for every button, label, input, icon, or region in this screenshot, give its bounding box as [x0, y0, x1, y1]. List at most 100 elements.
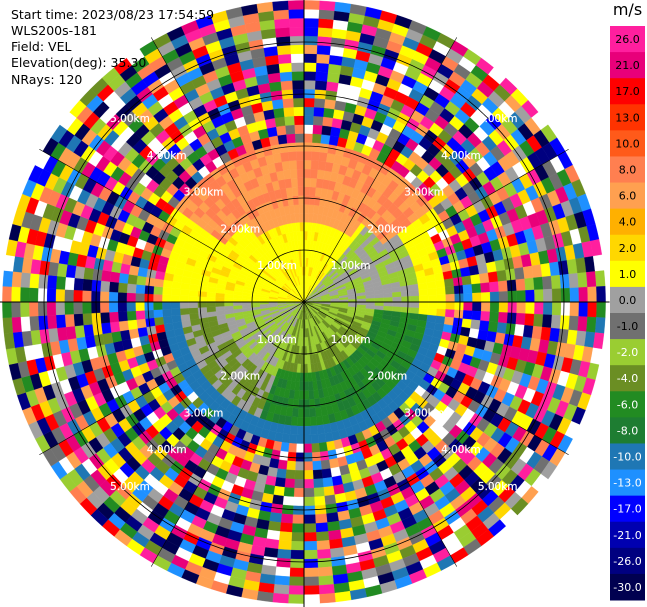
range-gate	[462, 310, 473, 320]
range-gate	[327, 529, 342, 541]
range-gate	[288, 585, 305, 595]
range-gate	[144, 301, 154, 311]
range-gate	[436, 286, 446, 296]
range-gate	[480, 311, 491, 322]
range-gate	[74, 325, 86, 339]
range-gate	[323, 485, 335, 497]
range-gate	[215, 297, 225, 303]
range-gate	[419, 295, 429, 303]
range-gate	[594, 270, 606, 287]
range-gate	[461, 275, 472, 286]
range-gate	[303, 177, 311, 187]
range-gate	[578, 301, 589, 318]
range-gate	[153, 316, 164, 326]
range-gate	[282, 495, 294, 506]
range-gate	[278, 62, 293, 73]
range-gate	[303, 585, 320, 595]
range-ring-label: 3.00km	[404, 187, 444, 199]
range-gate	[303, 567, 319, 578]
range-gate	[392, 301, 402, 308]
colorbar-tick-label: 2.0	[619, 242, 637, 255]
range-gate	[277, 540, 292, 551]
range-gate	[317, 433, 327, 444]
colorbar-tick-label: 1.0	[619, 268, 637, 281]
range-gate	[289, 567, 305, 578]
range-gate	[285, 124, 296, 135]
range-gate	[65, 264, 77, 279]
range-gate	[135, 310, 146, 320]
range-gate	[479, 320, 490, 332]
range-gate	[299, 213, 305, 223]
range-gate	[426, 281, 437, 290]
colorbar-tick-label: 21.0	[615, 59, 640, 72]
range-gate	[280, 513, 294, 524]
colorbar-tick-label: 13.0	[615, 111, 640, 124]
range-ring-label: 3.00km	[404, 407, 444, 419]
range-gate	[83, 267, 94, 280]
range-gate	[285, 187, 294, 198]
range-gate	[586, 271, 597, 288]
range-gate	[282, 98, 294, 109]
range-gate	[318, 584, 335, 595]
range-gate	[410, 301, 420, 309]
range-gate	[496, 269, 508, 282]
range-gate	[100, 269, 112, 282]
range-gate	[188, 301, 198, 309]
range-ring-label: 2.00km	[368, 223, 408, 235]
range-gate	[315, 531, 330, 542]
range-gate	[82, 301, 92, 314]
range-gate	[20, 272, 31, 288]
range-gate	[444, 309, 455, 318]
range-gate	[273, 485, 285, 497]
range-gate	[568, 273, 579, 289]
range-gate	[290, 177, 299, 188]
range-gate	[445, 293, 455, 303]
range-ring-label: 5.00km	[478, 481, 518, 493]
range-gate	[283, 169, 292, 180]
range-gate	[11, 286, 21, 303]
range-gate	[288, 594, 305, 604]
range-gate	[559, 274, 570, 289]
range-gate	[279, 522, 293, 533]
range-gate	[280, 151, 290, 162]
range-gate	[303, 363, 308, 374]
range-gate	[453, 309, 464, 319]
range-gate	[592, 254, 605, 272]
range-gate	[299, 222, 305, 232]
range-gate	[436, 301, 447, 310]
range-gate	[135, 284, 146, 294]
range-gate	[264, 538, 280, 550]
range-gate	[288, 442, 297, 453]
range-gate	[293, 487, 305, 498]
range-gate	[19, 286, 30, 303]
range-gate	[297, 408, 305, 418]
range-gate	[215, 301, 225, 307]
range-gate	[296, 434, 305, 445]
colorbar-tick-label: 17.0	[615, 85, 640, 98]
range-gate	[303, 461, 313, 471]
range-gate	[283, 106, 295, 117]
range-gate	[274, 18, 290, 29]
range-gate	[295, 452, 305, 462]
range-gate	[290, 53, 305, 63]
range-gate	[481, 301, 491, 312]
range-gate	[516, 301, 526, 314]
range-gate	[418, 307, 429, 316]
range-gate	[303, 62, 317, 72]
range-gate	[596, 301, 606, 318]
colorbar-tick-label: -4.0	[617, 372, 638, 385]
range-gate	[417, 282, 428, 291]
range-gate	[471, 283, 482, 294]
range-gate	[334, 590, 352, 603]
range-gate	[514, 324, 525, 337]
range-gate	[487, 321, 499, 333]
range-gate	[73, 289, 83, 303]
range-gate	[303, 17, 320, 28]
range-ring-label: 4.00km	[441, 444, 481, 456]
range-gate	[326, 81, 339, 92]
range-gate	[310, 434, 320, 444]
range-gate	[276, 548, 292, 560]
range-gate	[267, 520, 281, 532]
range-gate	[314, 495, 326, 506]
